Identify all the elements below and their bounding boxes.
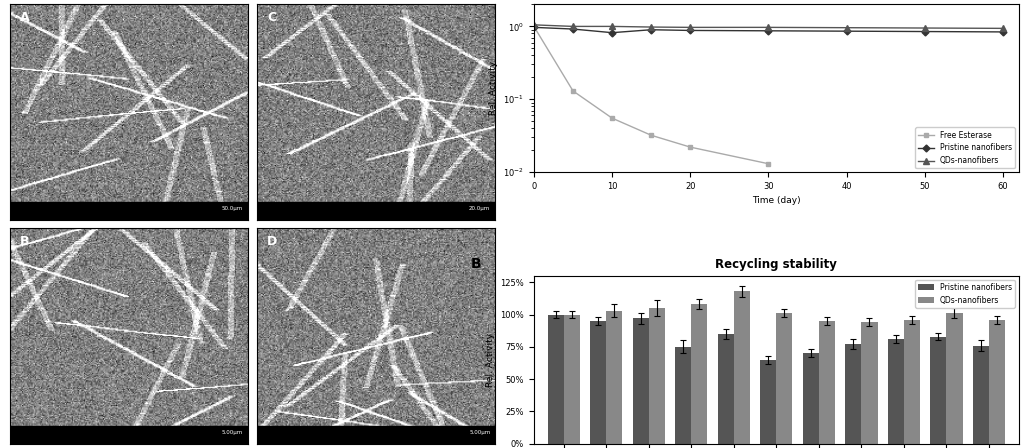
Text: A: A xyxy=(20,11,30,24)
Bar xyxy=(590,321,606,444)
Y-axis label: Rel. Activity: Rel. Activity xyxy=(489,61,498,115)
Bar xyxy=(257,202,495,220)
Bar xyxy=(734,291,750,444)
Bar xyxy=(989,320,1005,444)
Text: D: D xyxy=(267,235,277,248)
Bar xyxy=(861,323,878,444)
Bar xyxy=(845,344,861,444)
Bar xyxy=(10,426,248,444)
Text: 5.00μm: 5.00μm xyxy=(222,430,243,435)
Bar xyxy=(717,334,734,444)
Bar xyxy=(903,320,920,444)
Bar xyxy=(776,313,792,444)
Legend: Free Esterase, Pristine nanofibers, QDs-nanofibers: Free Esterase, Pristine nanofibers, QDs-… xyxy=(915,128,1015,168)
Bar xyxy=(803,353,819,444)
Bar xyxy=(972,345,989,444)
Bar xyxy=(691,304,707,444)
Legend: Pristine nanofibers, QDs-nanofibers: Pristine nanofibers, QDs-nanofibers xyxy=(915,280,1015,308)
Bar xyxy=(819,321,835,444)
Bar xyxy=(257,426,495,444)
Title: Recycling stability: Recycling stability xyxy=(715,258,838,271)
X-axis label: Time (day): Time (day) xyxy=(752,196,801,205)
Bar xyxy=(633,319,648,444)
Bar xyxy=(10,202,248,220)
Text: 50.0μm: 50.0μm xyxy=(222,206,243,211)
Bar xyxy=(606,311,623,444)
Text: B: B xyxy=(471,257,482,271)
Bar xyxy=(888,339,903,444)
Bar xyxy=(760,360,776,444)
Bar xyxy=(675,347,691,444)
Y-axis label: Rel. Activity: Rel. Activity xyxy=(486,333,495,387)
Text: C: C xyxy=(267,11,276,24)
Text: 5.00μm: 5.00μm xyxy=(469,430,491,435)
Bar xyxy=(947,313,962,444)
Bar xyxy=(930,336,947,444)
Bar xyxy=(648,308,665,444)
Text: 20.0μm: 20.0μm xyxy=(469,206,491,211)
Bar xyxy=(564,314,579,444)
Bar xyxy=(547,314,564,444)
Text: B: B xyxy=(20,235,29,248)
